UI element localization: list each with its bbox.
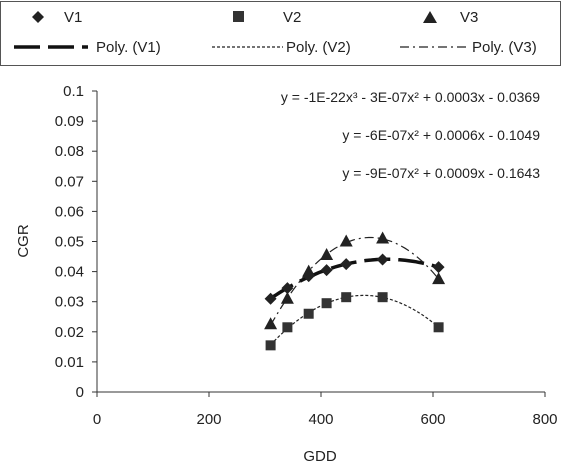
y-ticks: 0 0.01 0.02 0.03 0.04 0.05 0.06 0.07 0.08 0.09 0.1 [55, 83, 97, 401]
y-tick-label: 0.06 [55, 203, 84, 220]
y-tick-label: 0.07 [55, 173, 84, 190]
legend: V1 V2 V3 Poly. (V1) Poly. (V2) Poly. (V3… [0, 1, 561, 66]
trendline-v1 [269, 257, 440, 300]
legend-label-v2: V2 [283, 9, 301, 26]
legend-box [0, 1, 561, 66]
data-point-v3 [339, 234, 353, 247]
data-point-v2 [282, 322, 293, 333]
x-axis-title: GDD [303, 448, 337, 465]
data-point-v1 [281, 282, 294, 295]
data-point-v2 [303, 308, 314, 319]
trendlines [269, 236, 440, 346]
y-tick-label: 0.03 [55, 294, 84, 311]
x-tick-label: 400 [308, 411, 333, 428]
data-point-v2 [377, 292, 388, 303]
equation-poly-v3: y = -9E-07x² + 0.0009x - 0.1643 [342, 165, 540, 181]
data-point-v1 [264, 292, 277, 305]
data-point-v1 [432, 261, 445, 274]
y-tick-label: 0.04 [55, 264, 84, 281]
data-point-v2 [265, 340, 276, 351]
y-axis-title: CGR [15, 224, 32, 258]
legend-marker-v2 [233, 11, 244, 22]
data-markers [264, 231, 446, 351]
data-point-v3 [376, 231, 390, 244]
y-tick-label: 0.1 [63, 83, 84, 100]
legend-marker-v3 [423, 11, 437, 23]
data-point-v3 [280, 291, 294, 304]
data-point-v3 [432, 272, 446, 285]
trendline-equations: y = -1E-22x³ - 3E-07x² + 0.0003x - 0.036… [281, 89, 540, 181]
x-tick-label: 800 [532, 411, 557, 428]
y-tick-label: 0.08 [55, 143, 84, 160]
x-ticks: 0 200 400 600 800 [93, 392, 558, 428]
legend-marker-v1 [32, 11, 44, 23]
data-point-v3 [264, 317, 278, 330]
data-point-v3 [320, 248, 334, 261]
data-point-v1 [376, 253, 389, 266]
legend-label-poly-v1: Poly. (V1) [96, 39, 161, 56]
data-point-v1 [320, 264, 333, 277]
x-tick-label: 200 [196, 411, 221, 428]
data-point-v2 [321, 298, 332, 309]
legend-label-v3: V3 [460, 9, 478, 26]
x-tick-label: 600 [420, 411, 445, 428]
data-point-v2 [341, 292, 352, 303]
trendline-v3 [270, 236, 440, 326]
data-point-v1 [340, 258, 353, 271]
data-point-v3 [302, 264, 316, 277]
y-tick-label: 0 [76, 384, 84, 401]
y-tick-label: 0.09 [55, 113, 84, 130]
legend-label-poly-v3: Poly. (V3) [472, 39, 537, 56]
y-tick-label: 0.01 [55, 354, 84, 371]
y-tick-label: 0.05 [55, 234, 84, 251]
legend-label-v1: V1 [64, 9, 82, 26]
x-tick-label: 0 [93, 411, 101, 428]
equation-poly-v1: y = -1E-22x³ - 3E-07x² + 0.0003x - 0.036… [281, 89, 540, 105]
trendline-v2 [270, 294, 439, 346]
data-point-v2 [433, 322, 444, 333]
equation-poly-v2: y = -6E-07x² + 0.0006x - 0.1049 [342, 127, 540, 143]
legend-label-poly-v2: Poly. (V2) [286, 39, 351, 56]
y-tick-label: 0.02 [55, 324, 84, 341]
